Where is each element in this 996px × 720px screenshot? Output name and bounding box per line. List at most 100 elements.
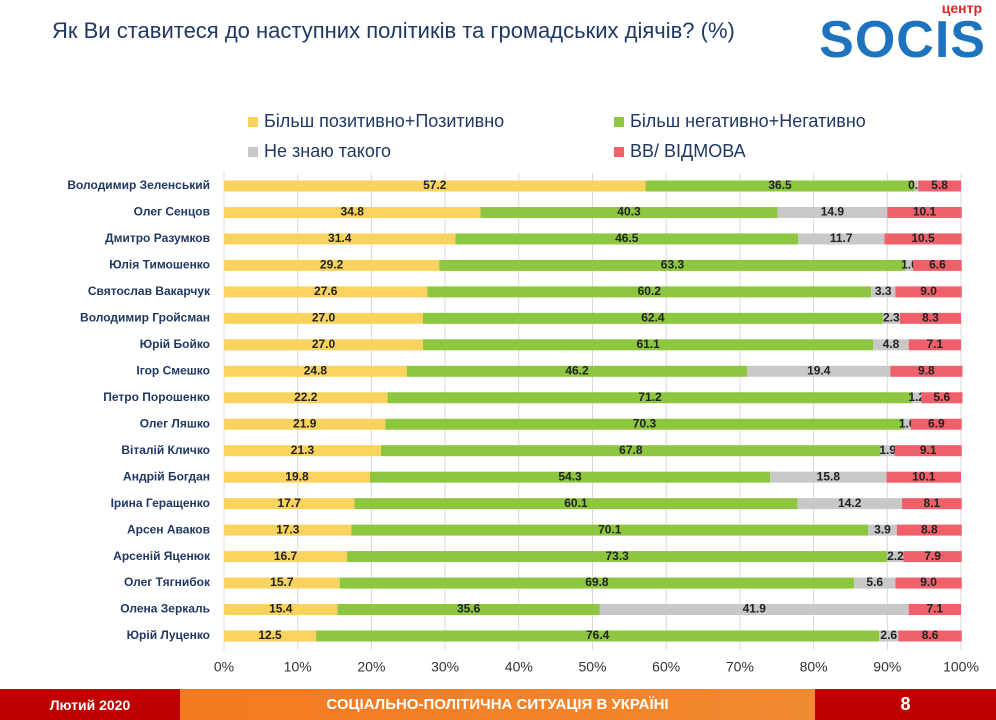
value-label: 14.9 bbox=[821, 205, 845, 219]
bar-segment bbox=[914, 180, 919, 192]
bar-segment bbox=[406, 365, 748, 377]
legend-label: Більш негативно+Негативно bbox=[630, 111, 866, 131]
bar-segment bbox=[224, 524, 352, 536]
value-label: 5.6 bbox=[933, 390, 950, 404]
value-label: 15.7 bbox=[270, 575, 294, 589]
value-label: 1.2 bbox=[908, 390, 925, 404]
category-label: Арсеній Яценюк bbox=[113, 549, 211, 563]
x-tick-label: 60% bbox=[652, 659, 680, 675]
x-tick-label: 90% bbox=[873, 659, 901, 675]
category-label: Володимир Гройсман bbox=[80, 311, 210, 325]
bar-segment bbox=[902, 498, 962, 510]
bar-segment bbox=[887, 206, 962, 218]
bar-segment bbox=[224, 206, 481, 218]
bar-segment bbox=[224, 498, 355, 510]
value-label: 60.1 bbox=[564, 496, 588, 510]
bar-segment bbox=[224, 259, 440, 271]
bar-segment bbox=[351, 524, 869, 536]
x-tick-label: 70% bbox=[726, 659, 754, 675]
bar-segment bbox=[224, 233, 456, 245]
bar-segment bbox=[224, 551, 348, 563]
legend-label: ВВ/ ВІДМОВА bbox=[630, 141, 746, 161]
category-label: Олег Тягнибок bbox=[124, 575, 211, 589]
category-label: Святослав Вакарчук bbox=[88, 284, 211, 298]
legend-marker bbox=[248, 117, 258, 127]
bar-segment bbox=[905, 259, 914, 271]
bar-segment bbox=[908, 339, 961, 351]
bar-segment bbox=[798, 233, 885, 245]
bar-segment bbox=[908, 604, 961, 616]
value-label: 8.6 bbox=[922, 628, 939, 642]
value-label: 9.1 bbox=[920, 443, 937, 457]
value-label: 17.3 bbox=[276, 522, 300, 536]
chart-title: Як Ви ставитеся до наступних політиків т… bbox=[52, 18, 735, 43]
bar-segment bbox=[599, 604, 909, 616]
value-label: 7.9 bbox=[924, 549, 941, 563]
value-label: 10.5 bbox=[911, 231, 935, 245]
bar-segment bbox=[455, 233, 799, 245]
value-label: 9.0 bbox=[920, 575, 937, 589]
x-tick-label: 50% bbox=[578, 659, 606, 675]
value-label: 9.8 bbox=[918, 363, 935, 377]
legend-marker bbox=[614, 117, 624, 127]
legend-marker bbox=[248, 147, 258, 157]
bar-segment bbox=[910, 418, 962, 430]
value-label: 5.8 bbox=[931, 178, 948, 192]
bar-segment bbox=[882, 312, 900, 324]
value-label: 21.3 bbox=[291, 443, 315, 457]
bar-segment bbox=[871, 286, 896, 298]
value-label: 4.8 bbox=[883, 337, 900, 351]
value-label: 2.3 bbox=[883, 311, 900, 325]
bar-segment bbox=[224, 180, 646, 192]
value-label: 10.1 bbox=[912, 469, 936, 483]
value-label: 70.1 bbox=[598, 522, 622, 536]
value-label: 14.2 bbox=[838, 496, 862, 510]
value-label: 15.4 bbox=[269, 602, 293, 616]
bar-segment bbox=[224, 312, 423, 324]
bar-segment bbox=[880, 445, 895, 457]
bar-segment bbox=[224, 418, 386, 430]
value-label: 15.8 bbox=[817, 469, 841, 483]
x-tick-label: 10% bbox=[284, 659, 312, 675]
footer-date: Лютий 2020 bbox=[0, 689, 180, 720]
bar-segment bbox=[224, 630, 317, 642]
value-label: 17.7 bbox=[278, 496, 302, 510]
bar-segment bbox=[439, 259, 906, 271]
value-label: 54.3 bbox=[558, 469, 582, 483]
value-label: 34.8 bbox=[341, 205, 365, 219]
bar-segment bbox=[896, 524, 962, 536]
category-label: Володимир Зеленський bbox=[67, 178, 210, 192]
bar-segment bbox=[354, 498, 798, 510]
value-label: 29.2 bbox=[320, 258, 344, 272]
bar-segment bbox=[224, 286, 428, 298]
value-label: 73.3 bbox=[606, 549, 630, 563]
bar-segment bbox=[912, 392, 922, 404]
bar-segment bbox=[918, 180, 961, 192]
logo: SOCIS bbox=[819, 11, 986, 69]
value-label: 9.0 bbox=[920, 284, 937, 298]
chart: Більш позитивно+Позитивно Більш негативно… bbox=[67, 111, 979, 675]
bar-segment bbox=[347, 551, 888, 563]
value-label: 35.6 bbox=[457, 602, 481, 616]
x-tick-label: 100% bbox=[943, 659, 979, 675]
value-label: 2.2 bbox=[887, 549, 904, 563]
value-label: 6.6 bbox=[929, 258, 946, 272]
category-label: Юлія Тимошенко bbox=[109, 258, 210, 272]
x-tick-label: 30% bbox=[431, 659, 459, 675]
value-label: 67.8 bbox=[619, 443, 643, 457]
bar-segment bbox=[894, 445, 962, 457]
bar-segment bbox=[873, 339, 909, 351]
value-label: 69.8 bbox=[585, 575, 609, 589]
bar-segment bbox=[886, 471, 961, 483]
value-label: 40.3 bbox=[617, 205, 641, 219]
category-label: Олег Ляшко bbox=[140, 416, 210, 430]
bar-segment bbox=[898, 630, 962, 642]
category-label: Ігор Смешко bbox=[136, 363, 210, 377]
bar-segment bbox=[887, 551, 904, 563]
category-label: Петро Порошенко bbox=[103, 390, 210, 404]
bar-segment bbox=[224, 392, 388, 404]
value-label: 57.2 bbox=[423, 178, 447, 192]
value-label: 12.5 bbox=[258, 628, 282, 642]
footer-section: СОЦІАЛЬНО-ПОЛІТИЧНА СИТУАЦІЯ В УКРАЇНІ bbox=[180, 689, 815, 720]
bar-segment bbox=[868, 524, 897, 536]
